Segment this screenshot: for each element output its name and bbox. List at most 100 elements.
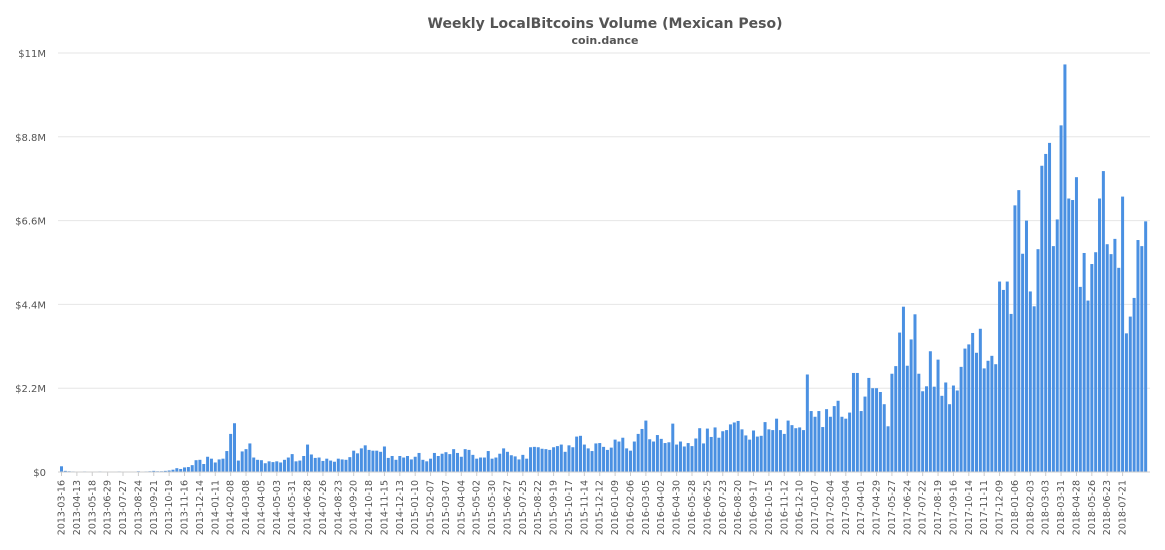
bar <box>859 411 863 472</box>
bar <box>513 456 517 472</box>
bar <box>275 461 279 472</box>
bar <box>1144 221 1148 472</box>
bar <box>625 448 629 472</box>
x-tick-label: 2015-11-14 <box>579 480 590 535</box>
bar <box>967 344 971 472</box>
bar <box>575 436 579 472</box>
bar <box>329 460 333 472</box>
bar <box>356 453 360 472</box>
bar <box>759 435 763 472</box>
bar <box>179 468 183 472</box>
bar <box>809 411 813 472</box>
bar <box>467 449 471 472</box>
bar <box>1132 297 1136 472</box>
x-tick-label: 2017-03-04 <box>841 480 852 535</box>
bar <box>932 386 936 472</box>
bar <box>413 456 417 472</box>
bar <box>267 461 271 472</box>
bar <box>221 458 225 472</box>
bar <box>579 435 583 472</box>
bar <box>671 423 675 472</box>
bar <box>1048 142 1052 472</box>
bar <box>363 445 367 472</box>
x-tick-label: 2015-01-10 <box>410 480 421 535</box>
x-tick-label: 2015-05-02 <box>472 480 483 535</box>
x-tick-label: 2014-09-20 <box>349 480 360 535</box>
x-tick-label: 2014-11-15 <box>379 480 390 535</box>
bar <box>836 400 840 472</box>
bar <box>971 332 975 472</box>
x-tick-label: 2015-02-07 <box>426 480 437 535</box>
x-tick-label: 2013-05-18 <box>87 480 98 535</box>
x-tick-label: 2015-06-27 <box>502 480 513 535</box>
bar <box>813 416 817 472</box>
bar <box>675 444 679 472</box>
bar <box>217 459 221 472</box>
bar <box>198 459 202 472</box>
x-tick-label: 2017-05-27 <box>887 480 898 535</box>
x-tick-label: 2017-01-07 <box>810 480 821 535</box>
x-tick-label: 2013-03-16 <box>57 480 68 535</box>
bar <box>1136 240 1140 472</box>
bar <box>1124 333 1128 472</box>
bar <box>1140 246 1144 472</box>
x-tick-label: 2017-07-22 <box>918 480 929 535</box>
y-tick-label: $11M <box>18 49 46 60</box>
bar <box>1117 267 1121 472</box>
bar <box>613 439 617 472</box>
bar <box>229 433 233 472</box>
bar <box>567 445 571 472</box>
bar <box>402 457 406 472</box>
chart-subtitle: coin.dance <box>572 34 639 47</box>
x-tick-label: 2015-09-19 <box>549 480 560 535</box>
bar <box>532 446 536 472</box>
bar <box>951 385 955 472</box>
bar <box>1032 306 1036 472</box>
bar <box>725 430 729 472</box>
bar <box>290 454 294 472</box>
bar <box>678 441 682 472</box>
bar <box>152 470 156 472</box>
bar <box>382 446 386 472</box>
x-tick-label: 2015-12-12 <box>595 480 606 535</box>
bar <box>994 364 998 472</box>
bar <box>352 450 356 472</box>
bar <box>279 462 283 472</box>
bar <box>948 404 952 472</box>
x-tick-label: 2016-02-06 <box>625 480 636 535</box>
bar <box>236 460 240 472</box>
bar <box>882 404 886 472</box>
x-tick-label: 2017-06-24 <box>902 480 913 535</box>
bar <box>586 448 590 472</box>
x-tick-label: 2014-10-18 <box>364 480 375 535</box>
bar <box>1051 246 1055 472</box>
x-tick-label: 2018-04-28 <box>1071 480 1082 535</box>
bar <box>471 454 475 472</box>
bar <box>875 388 879 472</box>
bar <box>436 456 440 472</box>
bar <box>332 461 336 472</box>
bar <box>686 443 690 472</box>
bar <box>682 446 686 472</box>
bar <box>544 449 548 472</box>
bar <box>978 328 982 472</box>
bar <box>190 465 194 472</box>
bar <box>801 430 805 472</box>
bar <box>609 447 613 472</box>
bar <box>855 372 859 472</box>
y-tick-label: $4.4M <box>15 300 46 311</box>
bar <box>690 446 694 472</box>
bar <box>390 456 394 472</box>
x-tick-label: 2013-12-14 <box>195 480 206 535</box>
bar <box>582 444 586 472</box>
bar <box>944 382 948 472</box>
bar <box>901 306 905 472</box>
bar <box>1109 254 1113 472</box>
bar <box>694 438 698 472</box>
bar <box>590 451 594 472</box>
bar <box>1101 171 1105 472</box>
bar <box>244 449 248 472</box>
bar <box>790 425 794 472</box>
bar <box>371 450 375 472</box>
bar <box>321 460 325 472</box>
